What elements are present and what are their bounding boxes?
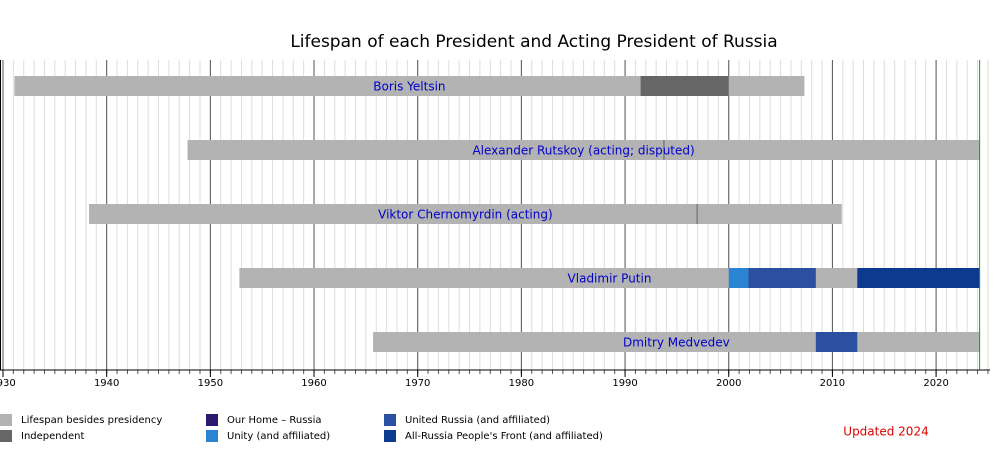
presidency-bar (728, 268, 749, 288)
legend-label: Independent (21, 431, 84, 442)
legend-label: United Russia (and affiliated) (405, 415, 550, 426)
x-tick-label: 2010 (820, 378, 845, 389)
lifespan-bar (14, 76, 805, 96)
x-tick-label: 1940 (94, 378, 119, 389)
presidency-bar (663, 140, 665, 160)
bars: Boris Yeltsin Alexander Rutskoy (acting; … (14, 76, 980, 352)
presidency-bar (696, 204, 698, 224)
legend-swatch (0, 430, 12, 442)
president-name[interactable]: Vladimir Putin (568, 272, 652, 286)
president-name[interactable]: Alexander Rutskoy (acting; disputed) (472, 144, 694, 158)
lifespan-bar (89, 204, 842, 224)
x-tick-label: 2000 (716, 378, 741, 389)
x-tick-label: 1990 (612, 378, 637, 389)
x-tick-label: 1960 (301, 378, 326, 389)
legend-swatch (206, 430, 218, 442)
legend: Lifespan besides presidency Independent Ou… (0, 414, 603, 442)
legend-swatch (206, 414, 218, 426)
legend-swatch (384, 414, 396, 426)
legend-label: All-Russia People's Front (and affiliate… (405, 431, 603, 442)
chart-title: Lifespan of each President and Acting Pr… (290, 32, 777, 52)
presidency-bar (748, 268, 816, 288)
axis: 1930 1940 1950 1960 1970 1980 1990 2000 2010 2020 (0, 60, 990, 389)
x-tick-label: 1950 (198, 378, 223, 389)
legend-label: Our Home – Russia (227, 415, 322, 426)
president-name[interactable]: Viktor Chernomyrdin (acting) (378, 208, 553, 222)
x-tick-label: 2020 (923, 378, 948, 389)
presidency-bar (640, 76, 729, 96)
annotation: Updated 2024 (843, 425, 928, 439)
president-name[interactable]: Boris Yeltsin (373, 80, 445, 94)
legend-swatch (384, 430, 396, 442)
legend-label: Unity (and affiliated) (227, 431, 330, 442)
president-name[interactable]: Dmitry Medvedev (623, 336, 730, 350)
legend-swatch (0, 414, 12, 426)
x-tick-label: 1930 (0, 378, 16, 389)
lifespan-bar (187, 140, 980, 160)
x-tick-label: 1970 (405, 378, 430, 389)
legend-label: Lifespan besides presidency (21, 415, 162, 426)
presidency-bar (857, 268, 980, 288)
x-tick-label: 1980 (509, 378, 534, 389)
presidency-bar (815, 332, 858, 352)
